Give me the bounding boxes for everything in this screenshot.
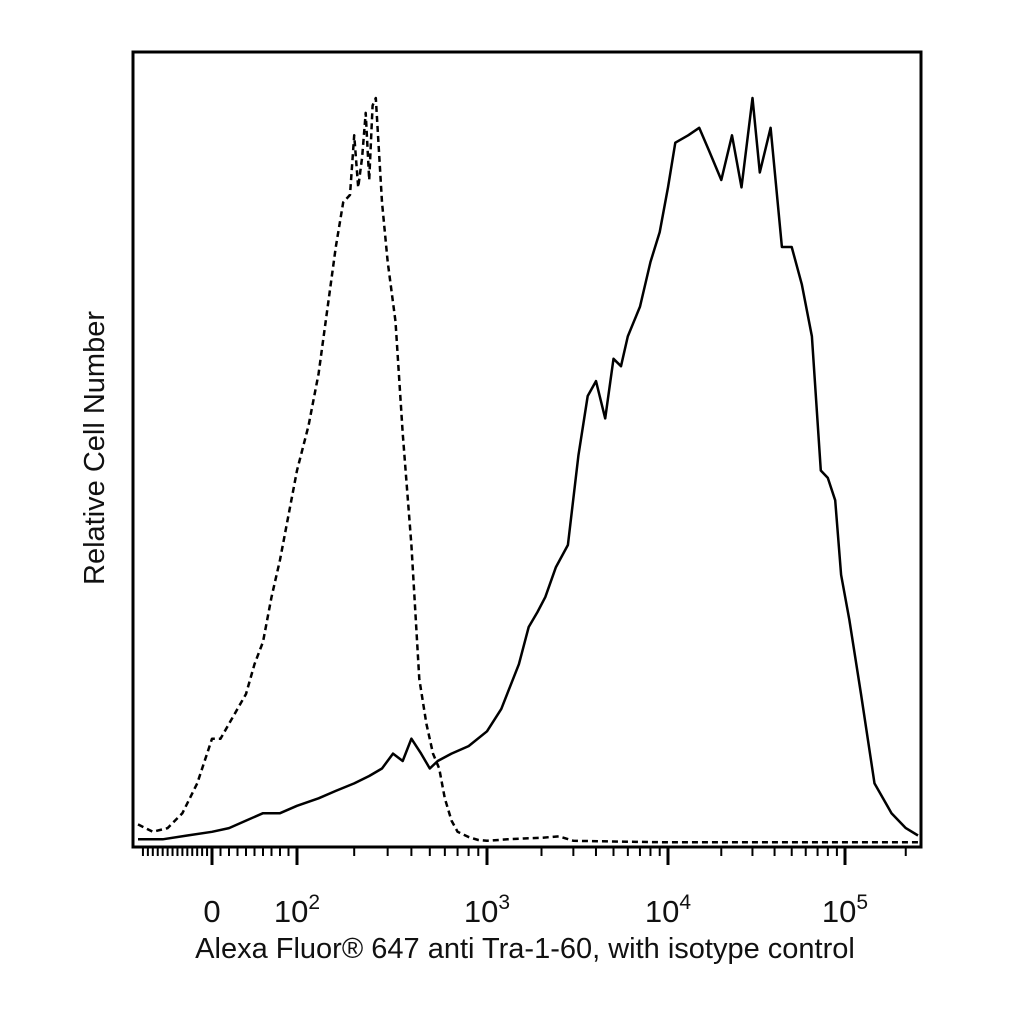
x-tick-label: 104 xyxy=(645,891,691,929)
series-layer xyxy=(137,96,919,844)
x-axis-label: Alexa Fluor® 647 anti Tra-1-60, with iso… xyxy=(195,933,855,965)
x-tick-labels: 0 102 103 104 105 xyxy=(203,891,868,929)
plot-frame xyxy=(131,50,923,849)
tra-1-60-stained-curve xyxy=(138,96,919,841)
x-tick-label: 103 xyxy=(464,891,510,929)
x-tick-label: 0 xyxy=(203,894,220,929)
x-tick-label: 105 xyxy=(822,891,868,929)
y-axis-label: Relative Cell Number xyxy=(79,311,111,585)
x-minor-ticks xyxy=(141,847,907,856)
x-tick-label: 102 xyxy=(274,891,320,929)
isotype-control-curve xyxy=(137,96,918,844)
x-major-ticks xyxy=(210,847,847,865)
